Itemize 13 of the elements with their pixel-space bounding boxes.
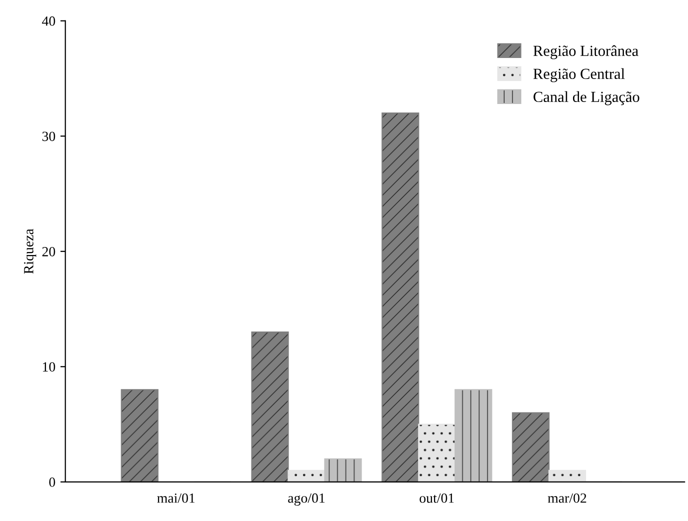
y-tick-label: 10 [42,362,56,372]
x-tick-label: ago/01 [288,493,325,506]
legend-label: Região Central [533,68,625,82]
y-tick-label: 0 [49,478,56,487]
y-tick-label: 20 [42,246,56,256]
y-axis-title: Riqueza [24,228,36,274]
x-tick-label: mai/01 [157,493,195,503]
y-tick-label: 30 [42,132,56,142]
x-tick-label: mar/02 [548,493,586,503]
x-tick-label: out/01 [420,493,454,503]
legend-label: Região Litorânea [533,45,638,60]
legend-label: Canal de Ligação [534,91,640,106]
y-tick-label: 40 [42,16,56,26]
